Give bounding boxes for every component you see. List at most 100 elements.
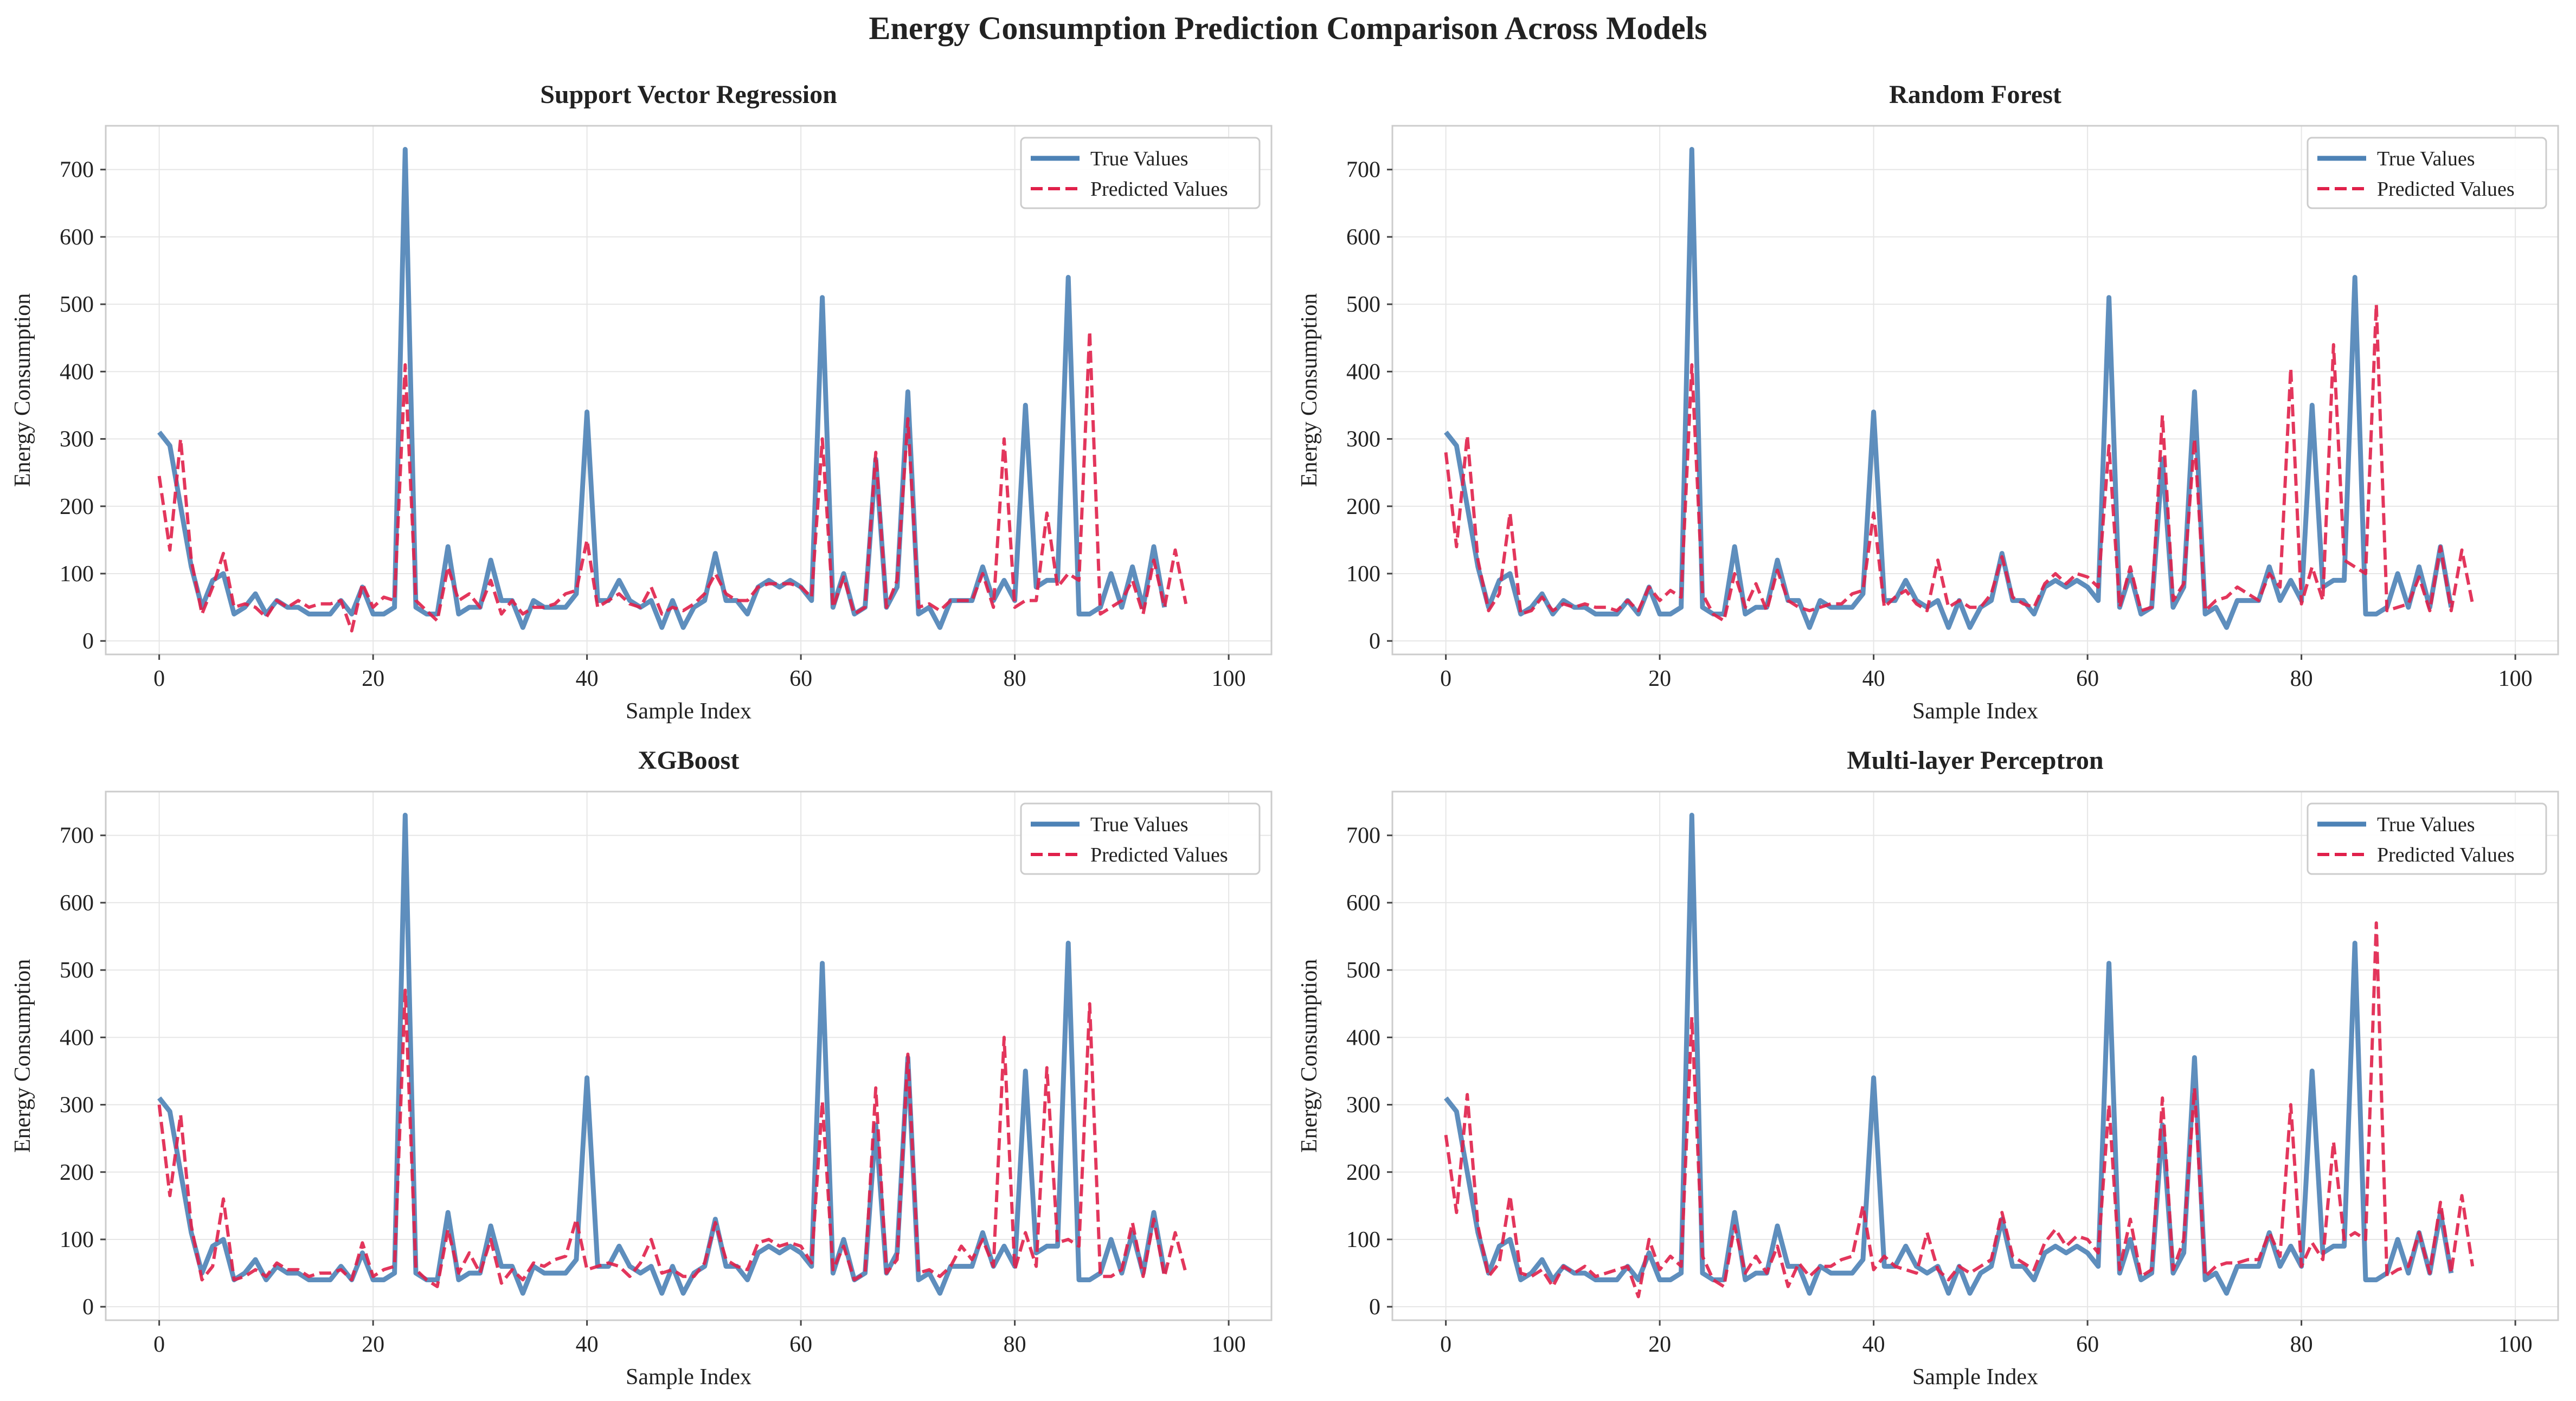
true-values-line — [157, 147, 1167, 630]
x-tick-label: 40 — [576, 666, 599, 691]
plot-frame — [105, 125, 1273, 655]
x-tick-label: 0 — [1440, 666, 1451, 691]
figure-title: Energy Consumption Prediction Comparison… — [869, 10, 1707, 46]
x-tick-label: 100 — [1212, 666, 1246, 691]
legend: True Values Predicted Values — [1020, 802, 1261, 875]
legend-predicted-label: Predicted Values — [2377, 844, 2515, 866]
x-axis-label: Sample Index — [1912, 1365, 2038, 1390]
x-tick-label: 80 — [1004, 666, 1026, 691]
predicted-values-line — [157, 988, 1188, 1288]
y-tick-label: 100 — [1346, 562, 1380, 587]
y-tick-label: 700 — [1346, 158, 1380, 183]
predicted-values-line — [1444, 303, 2475, 622]
legend: True Values Predicted Values — [2307, 137, 2547, 209]
y-tick-label: 500 — [1346, 292, 1380, 317]
x-tick-label: 100 — [2498, 666, 2533, 691]
chart-panel-2: 0 20 40 60 80 100 0 100 200 300 400 500 600 700 Random… — [1297, 80, 2559, 724]
y-tick-label: 600 — [60, 225, 94, 250]
y-tick-label: 400 — [60, 1025, 94, 1050]
y-tick-label: 500 — [60, 292, 94, 317]
y-tick-label: 0 — [1369, 1295, 1380, 1320]
y-tick-label: 100 — [60, 1228, 94, 1252]
legend: True Values Predicted Values — [2307, 802, 2547, 875]
y-tick-label: 400 — [1346, 359, 1380, 384]
plot-frame — [1391, 125, 2559, 655]
panel-title: Multi-layer Perceptron — [1847, 746, 2103, 775]
panel-title: Support Vector Regression — [540, 80, 837, 109]
predicted-values-line — [1444, 921, 2475, 1299]
chart-panel-3: 0 20 40 60 80 100 0 100 200 300 400 500 600 700 XGBoos… — [10, 746, 1273, 1390]
y-tick-label: 300 — [1346, 427, 1380, 452]
x-tick-label: 20 — [362, 666, 384, 691]
y-tick-label: 300 — [60, 1093, 94, 1118]
y-tick-label: 100 — [1346, 1228, 1380, 1252]
x-axis-label: Sample Index — [1912, 699, 2038, 724]
legend-box — [2307, 137, 2547, 209]
y-tick-label: 600 — [1346, 225, 1380, 250]
chart-panel-1: 0 20 40 60 80 100 0 100 200 300 400 500 600 700 Suppor… — [10, 80, 1273, 724]
legend-predicted-label: Predicted Values — [2377, 178, 2515, 201]
y-axis-label: Energy Consumption — [10, 293, 35, 487]
y-tick-label: 300 — [60, 427, 94, 452]
x-tick-label: 80 — [2290, 1332, 2313, 1357]
legend-predicted-label: Predicted Values — [1090, 844, 1228, 866]
y-tick-label: 100 — [60, 562, 94, 587]
x-tick-label: 20 — [362, 1332, 384, 1357]
x-tick-label: 40 — [1862, 1332, 1885, 1357]
y-tick-label: 400 — [60, 359, 94, 384]
y-tick-label: 600 — [60, 891, 94, 916]
legend-true-label: True Values — [2377, 147, 2475, 170]
legend-box — [2307, 802, 2547, 875]
y-tick-label: 200 — [60, 494, 94, 519]
y-tick-label: 0 — [1369, 629, 1380, 654]
y-tick-label: 400 — [1346, 1025, 1380, 1050]
y-tick-label: 200 — [1346, 494, 1380, 519]
x-tick-label: 0 — [1440, 1332, 1451, 1357]
y-tick-label: 700 — [60, 158, 94, 183]
legend: True Values Predicted Values — [1020, 137, 1261, 209]
x-tick-label: 20 — [1648, 1332, 1671, 1357]
y-tick-label: 700 — [60, 824, 94, 849]
legend-true-label: True Values — [1090, 147, 1189, 170]
legend-true-label: True Values — [1090, 813, 1189, 836]
true-values-line — [157, 813, 1167, 1296]
x-axis-label: Sample Index — [626, 1365, 751, 1390]
true-values-line — [1444, 813, 2454, 1296]
y-tick-label: 500 — [1346, 958, 1380, 983]
x-tick-label: 60 — [789, 1332, 812, 1357]
y-tick-label: 0 — [82, 629, 94, 654]
panel-title: XGBoost — [638, 746, 740, 775]
y-tick-label: 0 — [82, 1295, 94, 1320]
x-tick-label: 60 — [789, 666, 812, 691]
x-tick-label: 80 — [2290, 666, 2313, 691]
y-tick-label: 700 — [1346, 824, 1380, 849]
plot-frame — [105, 791, 1273, 1321]
x-tick-label: 0 — [153, 666, 165, 691]
y-tick-label: 500 — [60, 958, 94, 983]
x-tick-label: 40 — [1862, 666, 1885, 691]
chart-panel-4: 0 20 40 60 80 100 0 100 200 300 400 500 600 700 Multi-… — [1297, 746, 2559, 1390]
x-tick-label: 60 — [2076, 666, 2099, 691]
x-tick-label: 100 — [2498, 1332, 2533, 1357]
y-tick-label: 200 — [1346, 1160, 1380, 1185]
x-tick-label: 80 — [1004, 1332, 1026, 1357]
y-tick-label: 200 — [60, 1160, 94, 1185]
legend-true-label: True Values — [2377, 813, 2475, 836]
y-tick-label: 300 — [1346, 1093, 1380, 1118]
y-axis-label: Energy Consumption — [1297, 293, 1322, 487]
plot-frame — [1391, 791, 2559, 1321]
legend-box — [1020, 137, 1261, 209]
y-axis-label: Energy Consumption — [1297, 959, 1322, 1153]
true-values-line — [1444, 147, 2454, 630]
legend-predicted-label: Predicted Values — [1090, 178, 1228, 201]
x-tick-label: 60 — [2076, 1332, 2099, 1357]
x-tick-label: 100 — [1212, 1332, 1246, 1357]
x-tick-label: 20 — [1648, 666, 1671, 691]
x-axis-label: Sample Index — [626, 699, 751, 724]
y-axis-label: Energy Consumption — [10, 959, 35, 1153]
y-tick-label: 600 — [1346, 891, 1380, 916]
x-tick-label: 0 — [153, 1332, 165, 1357]
x-tick-label: 40 — [576, 1332, 599, 1357]
